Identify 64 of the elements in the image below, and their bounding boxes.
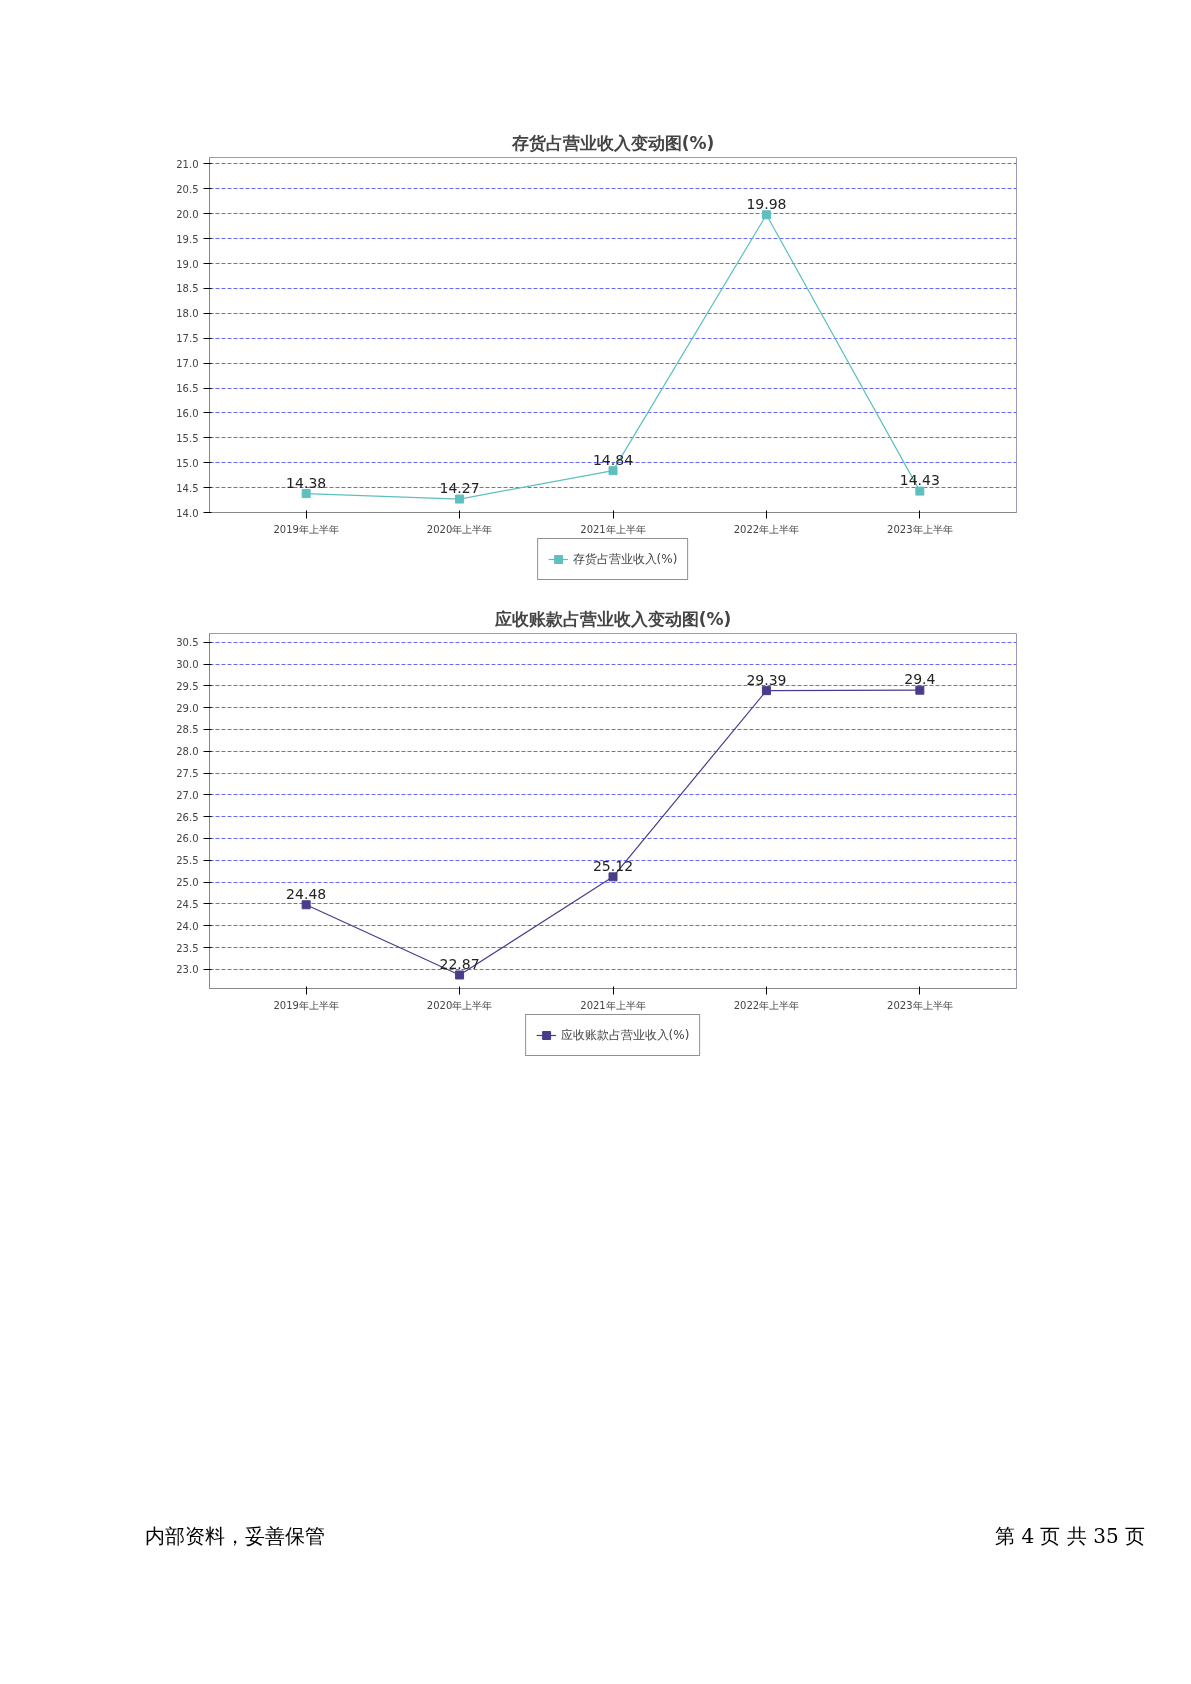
y-tick-label: 24.5 [176, 898, 199, 910]
x-tick-label: 2020年上半年 [426, 999, 493, 1011]
text: 第 4 页 共 35 页 [995, 1523, 1145, 1550]
legend-label: 存货占营业收入(%) [572, 550, 678, 568]
y-tick-label: 26.5 [176, 811, 199, 823]
y-tick-label: 27.5 [176, 768, 199, 780]
y-tick-label: 18.5 [176, 283, 199, 295]
chart-title: 存货占营业收入变动图(%) [510, 132, 715, 153]
x-tick-label: 2021年上半年 [580, 999, 646, 1011]
data-label: 22.87 [439, 955, 480, 972]
y-tick-label: 18.0 [176, 308, 199, 320]
point [455, 970, 465, 980]
y-tick-label: 16.5 [176, 383, 199, 395]
y-tick-label: 23.5 [176, 942, 199, 954]
point [608, 872, 618, 882]
y-tick-label: 17.5 [176, 333, 199, 345]
y-tick-label: 30.0 [176, 659, 199, 671]
point [455, 494, 465, 504]
point [761, 686, 771, 696]
point [608, 466, 618, 476]
point [301, 489, 311, 499]
y-tick-label: 14.0 [176, 507, 199, 519]
y-tick-label: 29.5 [176, 680, 199, 692]
y-tick-label: 21.0 [176, 158, 199, 170]
y-tick-label: 28.0 [176, 746, 199, 758]
x-tick-label: 2019年上半年 [273, 523, 339, 535]
y-tick-label: 20.0 [176, 208, 199, 220]
data-label: 14.38 [286, 474, 327, 491]
y-tick-label: 24.0 [176, 920, 199, 932]
y-tick-label: 29.0 [176, 702, 199, 714]
y-tick-label: 19.0 [176, 258, 199, 270]
x-tick-label: 2023年上半年 [887, 523, 953, 535]
y-tick-label: 23.0 [176, 964, 199, 976]
y-tick-label: 20.5 [176, 183, 199, 195]
x-tick-label: 2022年上半年 [733, 523, 800, 535]
x-tick-label: 2019年上半年 [273, 999, 339, 1011]
y-tick-label: 25.0 [176, 877, 199, 889]
data-label: 29.39 [746, 671, 787, 688]
y-tick-label: 15.0 [176, 457, 199, 469]
y-tick-label: 30.5 [176, 637, 199, 649]
y-tick-label: 17.0 [176, 358, 199, 370]
y-tick-label: 16.0 [176, 407, 199, 419]
point [761, 210, 771, 220]
y-tick-label: 14.5 [176, 482, 199, 494]
point [915, 486, 925, 496]
y-tick-label: 28.5 [176, 724, 199, 736]
y-tick-label: 25.5 [176, 855, 199, 867]
y-tick-label: 19.5 [176, 233, 199, 245]
point [301, 900, 311, 910]
data-label: 29.4 [904, 671, 936, 688]
point [915, 685, 925, 695]
x-tick-label: 2020年上半年 [426, 523, 493, 535]
x-tick-label: 2021年上半年 [580, 523, 646, 535]
legend-label: 应收账款占营业收入(%) [560, 1026, 690, 1044]
y-tick-label: 15.5 [176, 432, 199, 444]
x-tick-label: 2023年上半年 [887, 999, 953, 1011]
y-tick-label: 26.0 [176, 833, 199, 845]
y-tick-label: 27.0 [176, 789, 199, 801]
chart-title: 应收账款占营业收入变动图(%) [493, 608, 732, 629]
data-label: 14.27 [439, 480, 480, 497]
x-tick-label: 2022年上半年 [733, 999, 800, 1011]
text: 内部资料，妥善保管 [145, 1523, 325, 1550]
data-label: 19.98 [746, 195, 787, 212]
data-label: 24.48 [286, 885, 327, 902]
